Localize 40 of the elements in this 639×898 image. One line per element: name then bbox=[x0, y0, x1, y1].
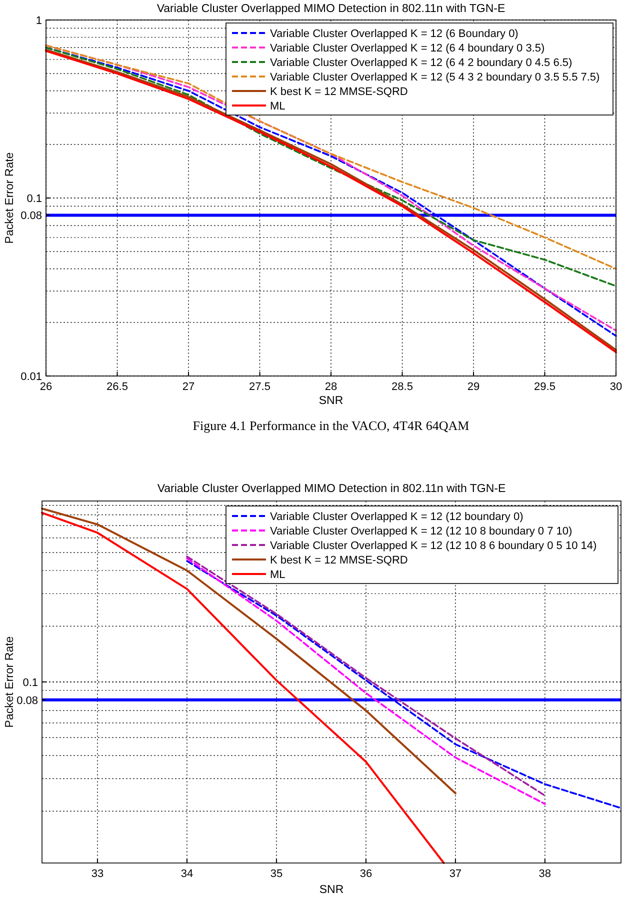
legend-label: Variable Cluster Overlapped K = 12 (6 4 boundary 0 3.5) bbox=[270, 42, 545, 54]
legend-label: Variable Cluster Overlapped K = 12 (6 Boundary 0) bbox=[270, 28, 518, 40]
y-tick-label: 0.1 bbox=[22, 676, 38, 689]
x-tick-label: 28 bbox=[324, 381, 338, 393]
x-tick-label: 33 bbox=[91, 868, 104, 880]
x-tick-label: 26 bbox=[40, 381, 52, 393]
legend-label: Variable Cluster Overlapped K = 12 (6 4 2 boundary 0 4.5 6.5) bbox=[270, 57, 572, 69]
x-tick-label: 38 bbox=[538, 868, 552, 880]
x-tick-label: 26.5 bbox=[106, 381, 128, 393]
caption: Figure 4.1 Performance in the VACO, 4T4R 64QAM bbox=[192, 418, 470, 433]
legend-label: Variable Cluster Overlapped K = 12 (12 10 8 6 boundary 0 5 10 14) bbox=[270, 540, 597, 552]
x-tick-label: 27 bbox=[182, 381, 195, 393]
x-axis-title: SNR bbox=[318, 395, 344, 407]
x-tick-label: 29 bbox=[467, 381, 480, 393]
chart-title: Variable Cluster Overlapped MIMO Detection in 802.11n with TGN-E bbox=[157, 483, 506, 495]
x-tick-label: 30 bbox=[610, 381, 622, 393]
legend-label: Variable Cluster Overlapped K = 12 (12 boundary 0) bbox=[270, 511, 524, 523]
legend-label: K best K = 12 MMSE-SQRD bbox=[270, 554, 408, 566]
legend-label: ML bbox=[270, 569, 286, 581]
y-axis-title: Packet Error Rate bbox=[4, 636, 16, 728]
x-tick-label: 27.5 bbox=[249, 381, 270, 393]
y-tick-label: 0.01 bbox=[20, 371, 42, 383]
y-tick-label: 1 bbox=[36, 15, 42, 27]
x-tick-label: 28.5 bbox=[392, 381, 413, 393]
y-tick-label: 0.08 bbox=[16, 694, 38, 707]
x-tick-label: 35 bbox=[270, 868, 283, 880]
x-axis-title: SNR bbox=[319, 884, 344, 896]
x-tick-label: 34 bbox=[180, 868, 194, 880]
y-axis-title: Packet Error Rate bbox=[4, 152, 16, 244]
line-series bbox=[41, 512, 445, 864]
x-tick-label: 29.5 bbox=[534, 381, 556, 393]
x-tick-label: 37 bbox=[449, 868, 462, 880]
x-tick-label: 36 bbox=[360, 868, 372, 880]
legend-label: ML bbox=[270, 100, 286, 112]
legend-label: K best K = 12 MMSE-SQRD bbox=[270, 86, 408, 98]
legend-label: Variable Cluster Overlapped K = 12 (12 10 8 boundary 0 7 10) bbox=[270, 526, 572, 538]
y-tick-label: 0.1 bbox=[26, 193, 42, 205]
chart-title: Variable Cluster Overlapped MIMO Detection in 802.11n with TGN-E bbox=[156, 3, 506, 15]
y-tick-label: 0.08 bbox=[20, 210, 42, 222]
legend-label: Variable Cluster Overlapped K = 12 (5 4 3 2 boundary 0 3.5 5.5 7.5) bbox=[270, 72, 600, 84]
